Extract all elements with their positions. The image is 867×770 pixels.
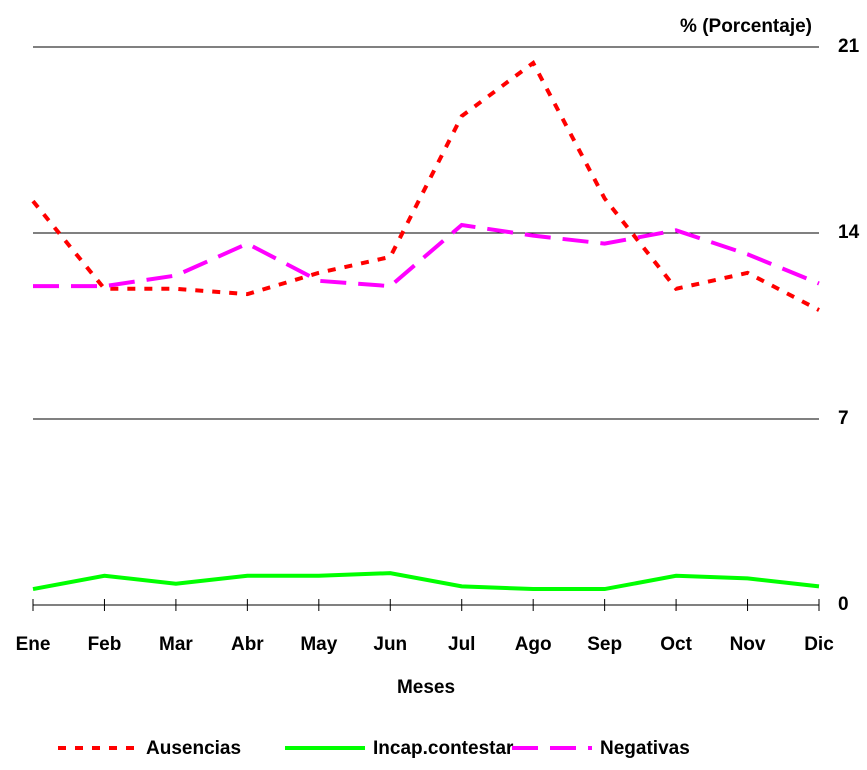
y-axis-title: % (Porcentaje) — [680, 16, 812, 37]
series-line — [33, 222, 820, 289]
x-tick-label: Dic — [804, 634, 834, 655]
y-tick-label: 0 — [838, 594, 849, 615]
x-tick-label: Oct — [660, 634, 692, 655]
x-axis-title: Meses — [397, 677, 455, 698]
x-tick-label: Jul — [448, 634, 475, 655]
x-tick-label: Sep — [587, 634, 622, 655]
x-tick-label: Feb — [88, 634, 122, 655]
y-tick-label: 7 — [838, 408, 849, 429]
x-tick-label: Mar — [159, 634, 193, 655]
series-line — [31, 59, 820, 312]
x-tick-label: Jun — [373, 634, 407, 655]
y-tick-label: 14 — [838, 222, 860, 243]
x-tick-label: Nov — [730, 634, 766, 655]
x-tick-label: Ago — [515, 634, 552, 655]
x-tick-label: Ene — [16, 634, 51, 655]
series-line — [32, 571, 820, 592]
legend-label: Ausencias — [146, 738, 241, 759]
y-tick-label: 21 — [838, 36, 860, 57]
x-tick-label: May — [300, 634, 337, 655]
legend-label: Incap.contestar — [373, 738, 514, 759]
legend-label: Negativas — [600, 738, 690, 759]
x-tick-label: Abr — [231, 634, 264, 655]
